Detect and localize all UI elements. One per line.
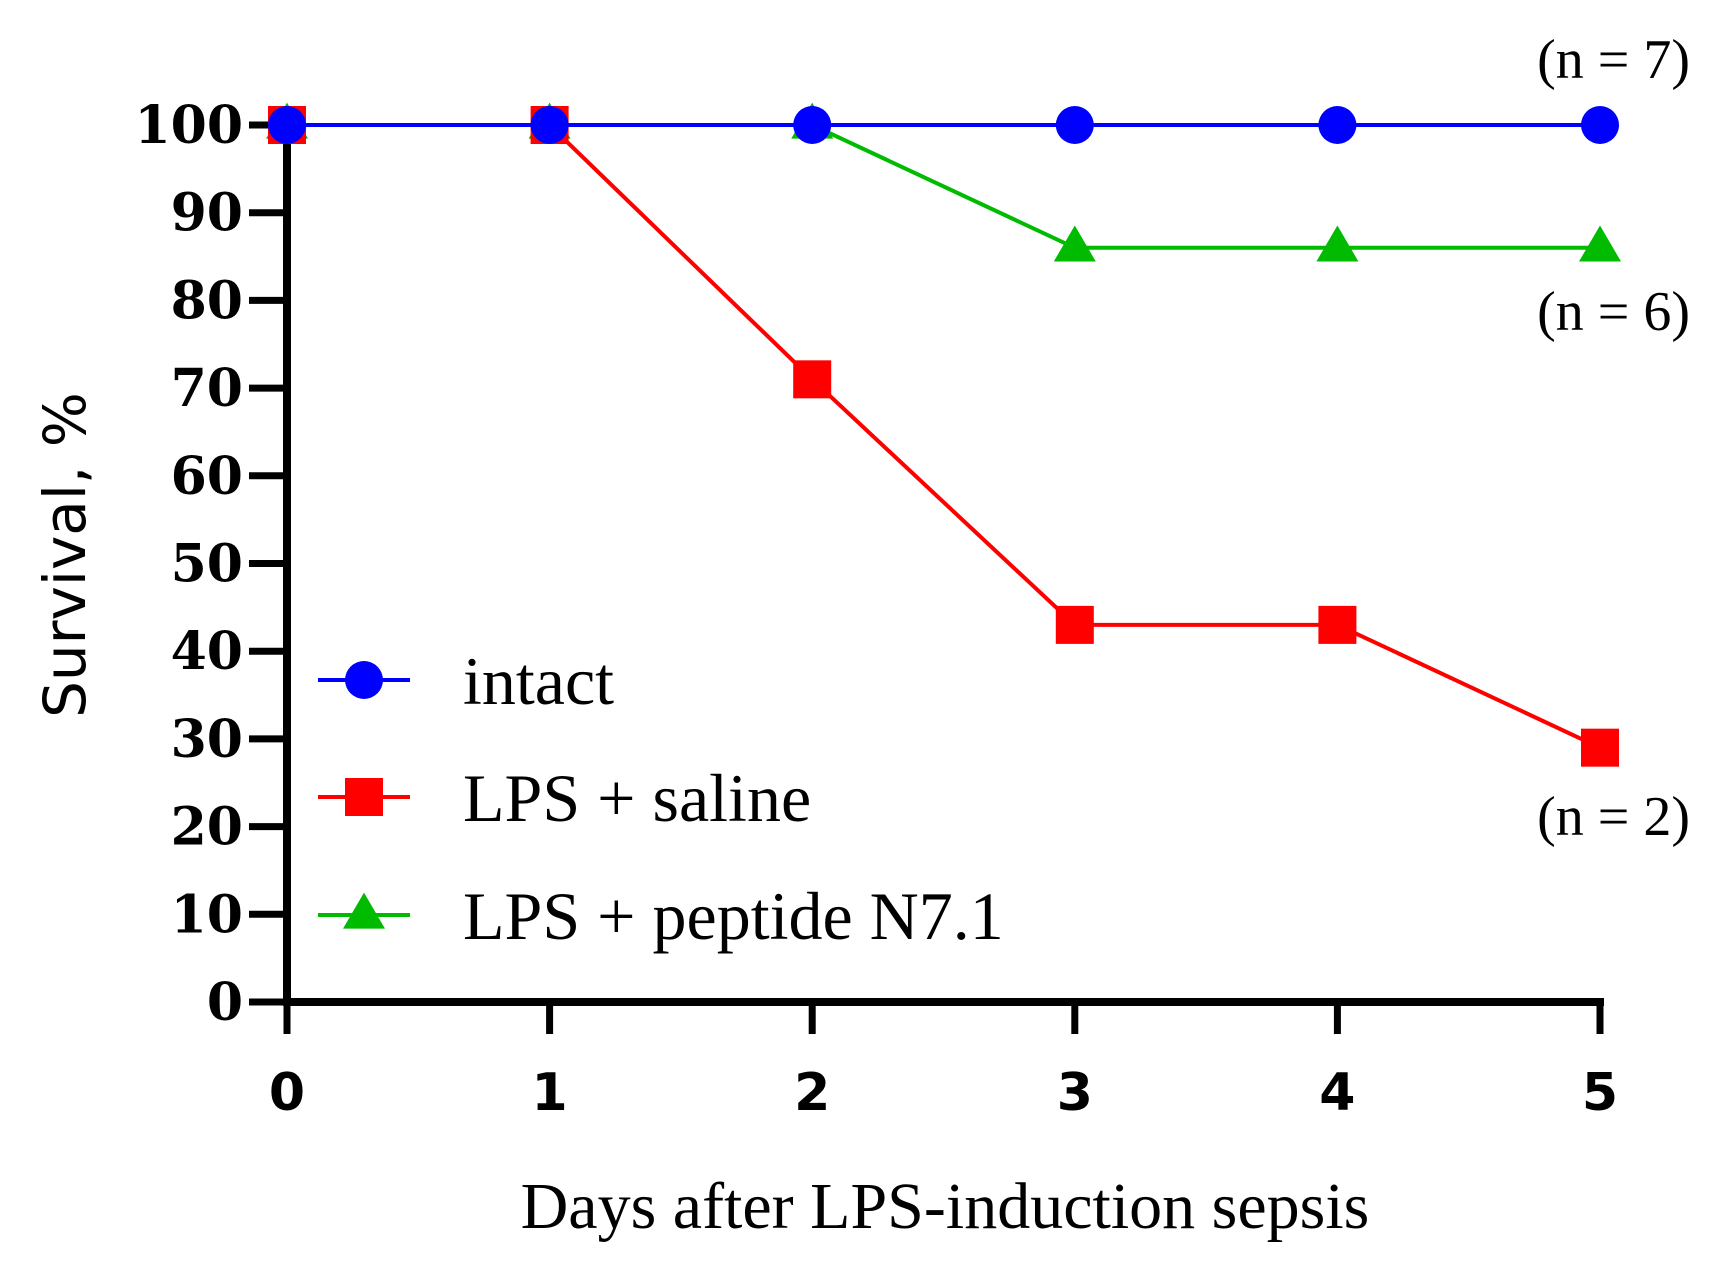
annotations: (n = 7) (n = 6) (n = 2): [1537, 29, 1690, 848]
legend-label: LPS + peptide N7.1: [463, 878, 1004, 954]
data-point-triangle: [1053, 225, 1096, 262]
x-tick-label: 4: [1319, 1063, 1355, 1123]
data-point-square: [793, 360, 832, 399]
data-point-square: [1318, 605, 1357, 644]
legend-marker-triangle: [343, 892, 385, 929]
data-point-circle: [1581, 106, 1619, 144]
x-tick-label: 2: [794, 1063, 830, 1123]
data-point-circle: [793, 106, 832, 144]
series-layer: [266, 102, 1621, 767]
y-tick-label: 70: [171, 358, 243, 419]
data-point-circle: [1318, 106, 1357, 144]
y-tick-label: 10: [171, 884, 243, 945]
y-tick-label: 40: [171, 621, 243, 682]
x-tick-label: 0: [269, 1063, 305, 1123]
data-point-circle: [1055, 106, 1094, 144]
y-tick-label: 30: [171, 709, 243, 770]
y-tick-label: 20: [171, 797, 243, 858]
legend: intact LPS + saline LPS + peptide N7.1: [318, 643, 1004, 954]
data-point-triangle: [1579, 225, 1621, 262]
x-tick-label: 5: [1582, 1063, 1618, 1123]
legend-item: LPS + peptide N7.1: [318, 878, 1004, 954]
legend-marker-square: [345, 778, 383, 816]
y-tick-label: 50: [171, 534, 243, 595]
series-intact: [268, 106, 1619, 144]
y-tick-label: 60: [171, 446, 243, 507]
data-point-circle: [530, 106, 569, 144]
x-tick-label: 1: [532, 1063, 568, 1123]
y-tick-label: 90: [171, 183, 243, 244]
data-point-square: [1581, 728, 1619, 767]
legend-marker-circle: [345, 661, 383, 699]
n-annotation: (n = 7): [1537, 29, 1690, 91]
y-tick-label: 0: [207, 972, 243, 1033]
legend-item: LPS + saline: [318, 760, 811, 836]
y-axis: 0 10 20 30 40 50 60 70 80 90 100: [134, 95, 291, 1033]
x-axis: 0 1 2 3 4 5: [269, 998, 1618, 1123]
n-annotation: (n = 2): [1537, 786, 1690, 848]
x-tick-label: 3: [1057, 1063, 1093, 1123]
legend-label: intact: [463, 643, 614, 719]
n-annotation: (n = 6): [1537, 281, 1690, 343]
data-point-circle: [268, 106, 306, 144]
x-axis-label: Days after LPS-induction sepsis: [521, 1170, 1370, 1243]
y-tick-label: 80: [171, 270, 243, 331]
data-point-square: [1055, 605, 1094, 644]
series-line: [287, 123, 1600, 250]
legend-label: LPS + saline: [463, 760, 811, 836]
legend-item: intact: [318, 643, 614, 719]
data-point-triangle: [1316, 225, 1359, 262]
y-axis-label: Survival, %: [31, 392, 99, 718]
y-tick-label: 100: [134, 95, 243, 156]
